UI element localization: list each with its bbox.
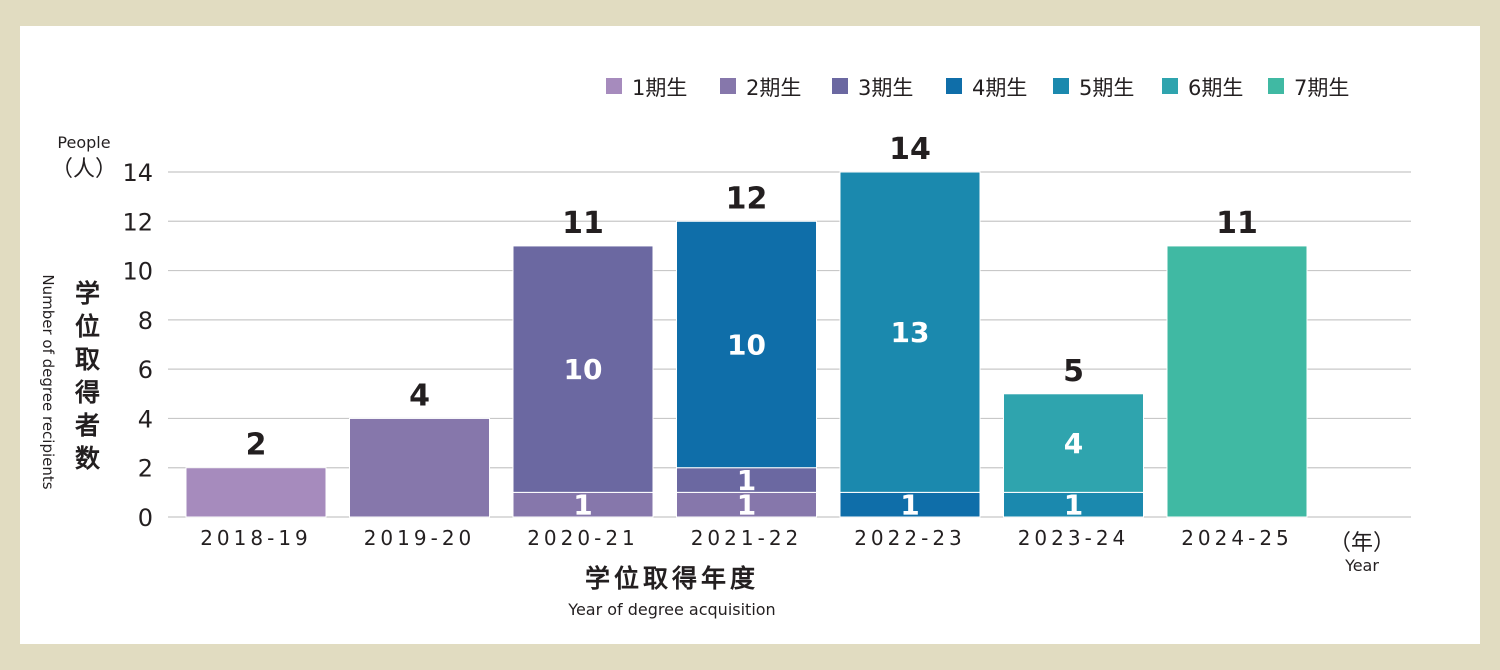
segment-label: 10	[564, 353, 603, 386]
bar-segment	[839, 491, 981, 518]
bar-segment	[676, 491, 817, 518]
bar-segment	[512, 245, 654, 493]
legend-label: 5期生	[1079, 76, 1134, 100]
total-label: 12	[726, 181, 768, 216]
y-tick-label: 12	[122, 208, 153, 236]
x-tick-label: 2019-20	[364, 526, 476, 550]
legend-label: 6期生	[1188, 76, 1243, 100]
bar-segment	[349, 417, 490, 518]
x-tick-label: 2024-25	[1181, 526, 1293, 550]
legend-swatch	[1268, 78, 1284, 94]
y-tick-label: 14	[122, 159, 153, 187]
total-label: 14	[889, 132, 931, 167]
legend-swatch	[720, 78, 736, 94]
y-tick-label: 0	[138, 504, 153, 532]
x-tick-label: 2020-21	[527, 526, 639, 550]
segment-label: 1	[900, 489, 919, 522]
total-label: 4	[409, 378, 430, 413]
bar-segment	[512, 491, 654, 518]
y-tick-label: 10	[122, 258, 153, 286]
legend-label: 4期生	[972, 76, 1027, 100]
y-axis-title-en: Number of degree recipients	[39, 274, 57, 489]
bar-segment	[1166, 245, 1308, 518]
y-axis-title-ja: 学位取得者数	[72, 279, 102, 478]
legend-swatch	[946, 78, 962, 94]
total-label: 2	[246, 428, 267, 463]
y-tick-label: 6	[138, 356, 153, 384]
segment-label: 1	[737, 464, 756, 497]
segment-label: 10	[727, 329, 766, 362]
y-axis-ticks: 0 2 4 6 8 10 12 14	[122, 159, 153, 532]
bar-segment	[676, 220, 817, 469]
y-tick-label: 4	[138, 405, 153, 433]
legend: 1期生 2期生 3期生 4期生 5期生 6期生 7期生	[606, 76, 1349, 100]
segment-label: 1	[1064, 489, 1083, 522]
total-label: 5	[1063, 354, 1084, 389]
bar-segment	[185, 467, 327, 518]
x-tick-label: 2022-23	[854, 526, 966, 550]
total-label: 11	[1216, 206, 1258, 241]
x-unit-ja: （年）	[1329, 531, 1395, 556]
bar-segment	[1003, 393, 1144, 493]
legend-swatch	[832, 78, 848, 94]
x-tick-label: 2021-22	[691, 526, 803, 550]
x-tick-label: 2023-24	[1018, 526, 1130, 550]
x-tick-label: 2018-19	[200, 526, 312, 550]
y-tick-label: 8	[138, 307, 153, 335]
bar-segment	[676, 467, 817, 493]
legend-label: 7期生	[1294, 76, 1349, 100]
legend-label: 2期生	[746, 76, 801, 100]
y-tick-label: 2	[138, 455, 153, 483]
legend-label: 3期生	[858, 76, 913, 100]
segment-label: 1	[737, 489, 756, 522]
segment-label: 13	[891, 316, 930, 349]
segment-label: 4	[1064, 427, 1083, 460]
total-label: 11	[562, 206, 604, 241]
legend-label: 1期生	[632, 76, 687, 100]
legend-swatch	[1162, 78, 1178, 94]
legend-swatch	[1053, 78, 1069, 94]
legend-swatch	[606, 78, 622, 94]
x-axis-ticks: 2018-19 2019-20 2020-21 2021-22 2022-23 2023-…	[200, 526, 1293, 550]
x-unit-en: Year	[1344, 556, 1379, 575]
bar-segment	[839, 171, 981, 493]
x-axis-title-en: Year of degree acquisition	[567, 600, 775, 619]
y-unit-en: People	[57, 133, 110, 152]
x-axis-title-ja: 学位取得年度	[585, 564, 759, 593]
segment-label: 1	[573, 489, 592, 522]
y-unit-ja: （人）	[51, 157, 117, 182]
